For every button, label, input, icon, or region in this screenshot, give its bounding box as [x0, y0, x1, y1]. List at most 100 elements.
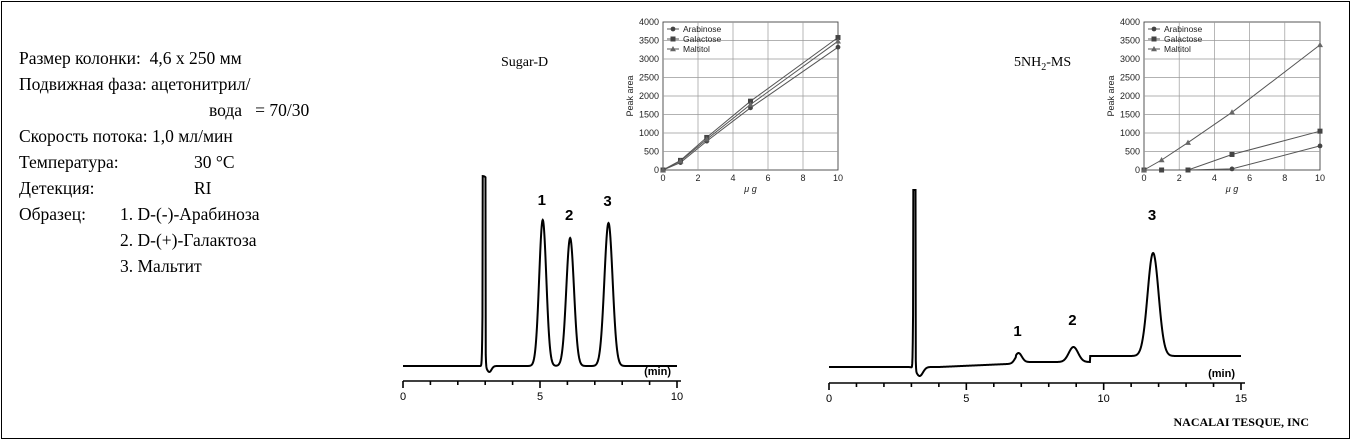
- mobile-phase-label: Подвижная фаза:: [19, 74, 147, 94]
- inset-y-tick-label: 2000: [639, 91, 659, 101]
- inset-x-axis-label: μ g: [1225, 184, 1238, 194]
- inset-y-tick-label: 500: [1125, 147, 1140, 157]
- sample-row-3: 3. Мальтит: [19, 253, 309, 279]
- inset-y-tick-label: 1000: [1120, 128, 1140, 138]
- inset-y-axis-label: Peak area: [1106, 75, 1116, 116]
- flow-rate-value: 1,0 мл/мин: [152, 126, 233, 146]
- sample-label: Образец:: [19, 204, 86, 224]
- legend-label-maltitol: Maltitol: [1164, 44, 1191, 54]
- peak-label-3: 3: [603, 193, 611, 210]
- inset-y-tick-label: 2500: [639, 73, 659, 83]
- chromatogram-1-title: Sugar-D: [501, 55, 549, 70]
- series-point-maltitol: [1229, 109, 1235, 115]
- column-size-label: Размер колонки:: [19, 48, 141, 68]
- temperature-value: 30 °C: [194, 152, 235, 172]
- series-point-maltitol: [1158, 157, 1165, 163]
- time-tick-label: 10: [1098, 393, 1110, 405]
- chromatogram-2: 0 5 10 15 (min) 1 2 3: [826, 189, 1247, 405]
- detection-value: RI: [194, 178, 212, 198]
- flow-rate-row: Скорость потока: 1,0 мл/мин: [19, 123, 309, 149]
- sample-1: 1. D-(-)-Арабиноза: [120, 204, 260, 224]
- inset-x-tick-label: 4: [730, 173, 735, 183]
- time-tick-label: 5: [963, 393, 969, 405]
- mobile-phase-value: ацетонитрил/: [151, 74, 251, 94]
- series-point-galactose: [1185, 167, 1191, 173]
- inset-y-tick-label: 1500: [1120, 110, 1140, 120]
- legend-marker-galactose: [1151, 36, 1157, 42]
- time-tick-label: 0: [400, 391, 406, 403]
- series-point-galactose: [1159, 167, 1165, 173]
- chromatogram-2-title-sub: 2: [1041, 61, 1047, 73]
- time-tick-label: 15: [1235, 393, 1247, 405]
- sample-row-1: Образец: 1. D-(-)-Арабиноза: [19, 201, 309, 227]
- series-point-galactose: [835, 35, 841, 41]
- temperature-row: Температура: 30 °C: [19, 149, 309, 175]
- inset-x-tick-label: 0: [1141, 173, 1146, 183]
- series-point-maltitol: [677, 158, 684, 164]
- mobile-phase-row: Подвижная фаза: ацетонитрил/: [19, 71, 309, 97]
- mobile-phase-value-2: вода = 70/30: [209, 100, 310, 120]
- series-point-maltitol: [1317, 41, 1323, 48]
- legend-label-galactose: Galactose: [1164, 34, 1203, 44]
- series-point-maltitol: [1141, 167, 1147, 173]
- inset-y-tick-label: 4000: [639, 17, 659, 27]
- series-point-galactose: [748, 98, 753, 104]
- inset-x-tick-label: 10: [833, 173, 843, 183]
- inset-y-tick-label: 2500: [1120, 73, 1140, 83]
- series-point-maltitol: [703, 136, 710, 142]
- legend-marker-arabinose: [1151, 26, 1157, 32]
- inset-x-tick-label: 0: [660, 173, 665, 183]
- detection-row: Детекция: RI: [19, 175, 309, 201]
- series-point-maltitol: [747, 101, 754, 107]
- series-point-arabinose: [1317, 143, 1323, 149]
- legend-label-arabinose: Arabinose: [683, 24, 722, 34]
- mobile-phase-row-2: вода = 70/30: [19, 97, 309, 123]
- legend-label-galactose: Galactose: [683, 34, 722, 44]
- series-point-arabinose: [835, 44, 841, 50]
- inset-y-tick-label: 0: [1135, 165, 1140, 175]
- inset-x-tick-label: 6: [1247, 173, 1252, 183]
- inset-x-tick-label: 2: [1177, 173, 1182, 183]
- inset-y-tick-label: 3000: [639, 54, 659, 64]
- column-size-value: 4,6 х 250 мм: [149, 48, 242, 68]
- legend-label-arabinose: Arabinose: [1164, 24, 1203, 34]
- sample-row-2: 2. D-(+)-Галактоза: [19, 227, 309, 253]
- inset-x-tick-label: 8: [800, 173, 805, 183]
- inset-x-axis-label: μ g: [743, 184, 756, 194]
- inset-x-tick-label: 4: [1212, 173, 1217, 183]
- time-tick-label: 0: [826, 393, 832, 405]
- inset-y-tick-label: 0: [654, 165, 659, 175]
- series-point-maltitol: [835, 38, 841, 44]
- inset-x-tick-label: 8: [1282, 173, 1287, 183]
- peak-label-2: 2: [1068, 312, 1076, 329]
- inset-y-tick-label: 3500: [1120, 36, 1140, 46]
- series-point-maltitol: [1185, 139, 1191, 145]
- time-tick-label: 5: [537, 391, 543, 403]
- detection-label: Детекция:: [19, 178, 95, 198]
- chromatogram-2-title-tail: -MS: [1046, 55, 1072, 70]
- peak-label-1: 1: [1013, 323, 1021, 340]
- inset-y-tick-label: 3000: [1120, 54, 1140, 64]
- chromatogram-2-title: 5NH2-MS: [1014, 55, 1071, 73]
- time-axis-unit: (min): [1208, 368, 1235, 380]
- chromatogram-2-title-main: 5NH: [1014, 55, 1042, 70]
- calibration-inset-1: 0 2 4 6 8 10 0 500 1000 1500 2000 2500 3000 3500 4000 μ…: [625, 17, 843, 194]
- legend-marker-maltitol: [670, 46, 676, 52]
- inset-y-tick-label: 3500: [639, 36, 659, 46]
- inset-y-tick-label: 500: [644, 147, 659, 157]
- inset-y-tick-label: 4000: [1120, 17, 1140, 27]
- chromatogram-trace: [403, 174, 677, 374]
- time-axis-unit: (min): [644, 366, 671, 378]
- conditions-block: Размер колонки: 4,6 х 250 мм Подвижная ф…: [19, 45, 309, 279]
- peak-label-2: 2: [565, 207, 573, 224]
- legend-marker-arabinose: [670, 26, 676, 32]
- peak-label-3: 3: [1148, 207, 1156, 224]
- flow-rate-label: Скорость потока:: [19, 126, 148, 146]
- column-size-row: Размер колонки: 4,6 х 250 мм: [19, 45, 309, 71]
- inset-y-tick-label: 1500: [639, 110, 659, 120]
- series-point-galactose: [1229, 151, 1235, 157]
- series-point-maltitol: [660, 167, 666, 173]
- chromatogram-1: 0 5 10 (min) 1 2 3: [400, 174, 683, 403]
